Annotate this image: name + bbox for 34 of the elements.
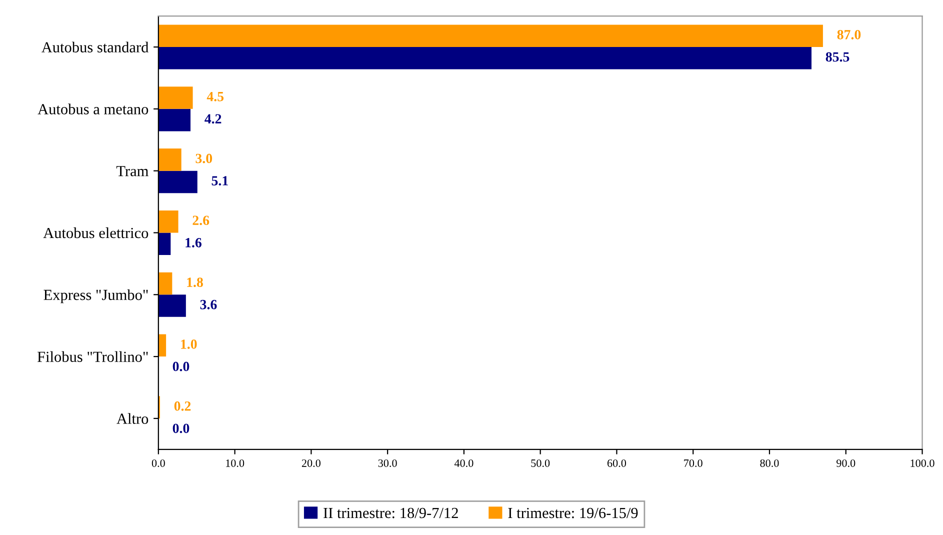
y-tick-label: Altro [116,413,148,424]
legend-label: I trimestre: 19/6-15/9 [508,508,638,518]
x-tick-label: 10.0 [226,459,244,467]
data-label: 1.6 [186,238,202,248]
legend-label: II trimestre: 18/9-7/12 [324,508,458,518]
data-label: 87.0 [837,30,861,40]
x-tick-label: 60.0 [607,459,626,467]
x-tick-label: 90.0 [836,459,856,467]
y-tick-label: Autobus a metano [38,104,148,114]
data-label: 5.1 [212,176,228,186]
y-tick-label: Filobus "Trollino" [37,351,148,362]
x-tick-label: 20.0 [302,459,320,467]
data-label: 3.0 [196,154,212,164]
x-tick-label: 40.0 [454,459,474,467]
data-label: 1.8 [187,278,203,288]
data-label: 0.0 [172,362,190,372]
x-tick-label: 30.0 [378,459,397,467]
y-tick-label: Autobus standard [41,42,149,52]
data-label: 4.5 [206,92,224,102]
y-tick-label: Express "Jumbo" [44,289,148,304]
x-tick-label: 70.0 [684,459,702,467]
x-tick-label: 80.0 [760,459,779,467]
data-label: 4.2 [204,114,222,124]
x-tick-label: 0.0 [152,459,165,467]
data-label: 2.6 [192,216,210,226]
x-tick-label: 50.0 [531,459,550,467]
data-label: 0.2 [174,401,191,411]
data-label: 85.5 [826,52,850,62]
y-tick-label: Autobus elettrico [43,227,148,238]
data-label: 0.0 [172,424,190,434]
data-label: 1.0 [181,340,197,349]
y-tick-label: Tram [116,166,148,176]
data-label: 3.6 [200,300,217,310]
x-tick-label: 100.0 [910,459,934,467]
